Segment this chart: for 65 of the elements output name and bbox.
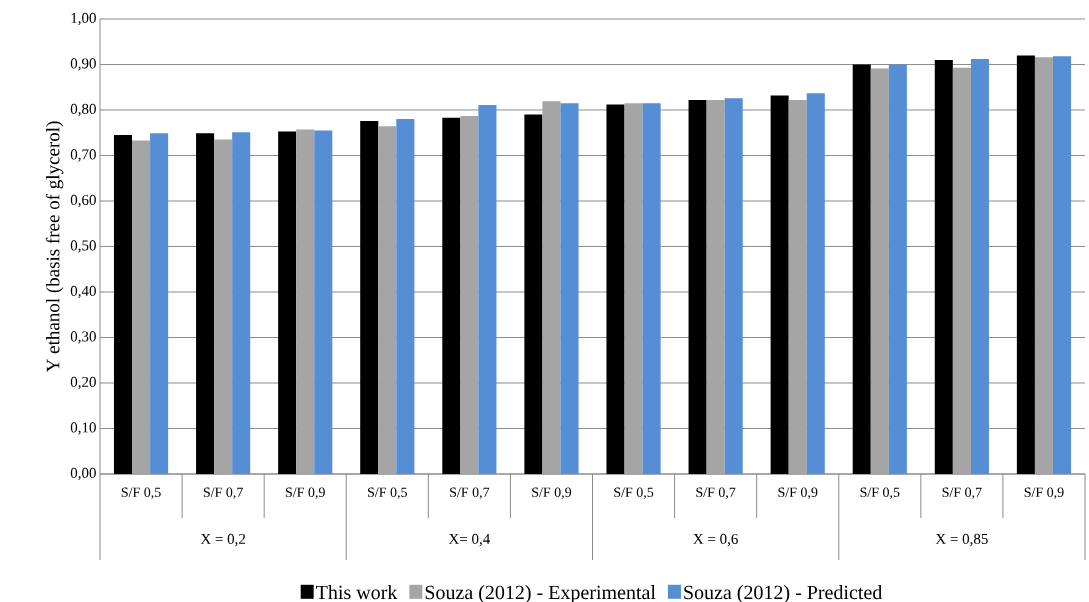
bar <box>132 140 151 474</box>
bar <box>113 135 133 474</box>
x-tick-label: S/F 0,9 <box>778 487 818 499</box>
bar <box>970 59 989 474</box>
bar <box>314 130 333 474</box>
y-tick-label: 0,40 <box>70 285 96 299</box>
y-axis-title: Y ethanol (basis free of glycerol) <box>45 121 64 373</box>
bar <box>524 114 543 474</box>
bar <box>232 132 251 474</box>
bar <box>952 67 971 474</box>
bar <box>806 93 825 474</box>
bar <box>1034 57 1053 474</box>
x-tick-label: S/F 0,5 <box>121 487 161 499</box>
bar <box>688 99 707 474</box>
bar <box>214 139 233 474</box>
bar <box>278 131 297 474</box>
text: X = 0,6 <box>693 533 738 547</box>
y-tick-label: 0,10 <box>70 422 96 435</box>
x-tick-label: S/F 0,7 <box>203 487 243 499</box>
text: X = 0,85 <box>935 533 988 547</box>
x-tick-label: S/F 0,9 <box>532 487 572 499</box>
bar <box>770 95 789 474</box>
x-tick-label: S/F 0,7 <box>942 487 982 499</box>
bar <box>606 104 625 474</box>
bar <box>442 117 461 474</box>
y-tick-label: 0,30 <box>70 331 96 344</box>
bar <box>870 68 889 474</box>
y-tick-label: 0,00 <box>70 467 96 481</box>
bar <box>460 115 479 474</box>
bar <box>642 103 661 474</box>
bar <box>560 103 579 474</box>
y-tick-label: 1,00 <box>71 12 96 26</box>
x-tick-label: S/F 0,7 <box>696 487 736 499</box>
bar <box>888 64 907 474</box>
bar <box>360 120 379 474</box>
bar <box>1052 56 1072 474</box>
bar <box>934 59 953 474</box>
y-tick-label: 0,80 <box>70 103 96 117</box>
bar <box>852 64 871 474</box>
bar <box>624 103 643 474</box>
x-tick-label: S/F 0,5 <box>368 487 407 499</box>
bar <box>724 98 743 474</box>
bar <box>396 119 415 474</box>
bar <box>478 104 497 474</box>
x-tick-label: S/F 0,5 <box>860 487 900 499</box>
y-tick-label: 0,20 <box>70 376 96 390</box>
bar <box>378 126 397 474</box>
bar <box>296 129 315 474</box>
y-tick-label: 0,70 <box>70 149 96 162</box>
x-tick-label: S/F 0,9 <box>285 487 325 499</box>
bar <box>150 133 169 474</box>
x-tick-label: S/F 0,5 <box>614 487 654 499</box>
bar <box>542 101 561 474</box>
legend-label: This work <box>316 585 398 600</box>
y-tick-label: 0,90 <box>70 58 96 71</box>
bar <box>1016 55 1035 474</box>
text: X = 0,2 <box>200 533 246 547</box>
bar <box>196 133 215 474</box>
y-tick-label: 0,60 <box>70 194 96 208</box>
bar <box>788 99 807 474</box>
x-tick-label: S/F 0,9 <box>1024 487 1064 499</box>
text: X= 0,4 <box>448 533 491 547</box>
bar <box>706 99 725 474</box>
x-tick-label: S/F 0,7 <box>450 487 490 499</box>
y-tick-label: 0,50 <box>70 240 96 253</box>
